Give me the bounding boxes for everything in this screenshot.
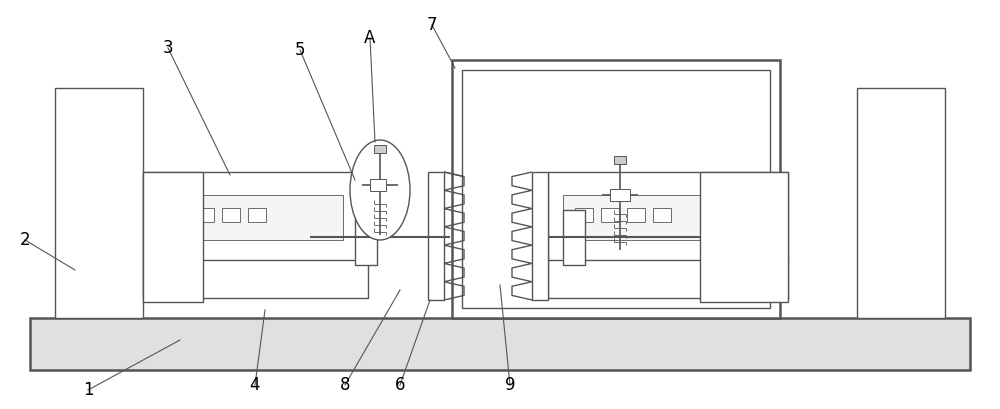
Bar — [563, 210, 585, 265]
Bar — [462, 70, 770, 308]
Bar — [532, 172, 548, 300]
Bar — [563, 195, 743, 240]
Bar — [548, 260, 788, 298]
Bar — [143, 172, 368, 262]
Text: 5: 5 — [295, 41, 305, 59]
Bar — [653, 208, 671, 222]
Bar — [428, 172, 444, 300]
Bar — [143, 260, 368, 298]
Bar — [170, 208, 188, 222]
Text: A: A — [364, 29, 376, 47]
Bar — [575, 208, 593, 222]
Text: 8: 8 — [340, 376, 350, 394]
Text: 6: 6 — [395, 376, 405, 394]
Text: 9: 9 — [505, 376, 515, 394]
Text: 7: 7 — [427, 16, 437, 34]
Bar — [222, 208, 240, 222]
Bar — [370, 179, 386, 191]
Ellipse shape — [350, 140, 410, 240]
Text: 4: 4 — [250, 376, 260, 394]
Bar — [700, 172, 788, 302]
Bar — [857, 88, 945, 318]
Bar — [614, 156, 626, 164]
Bar — [55, 88, 143, 318]
Bar — [452, 60, 780, 318]
Bar — [248, 208, 266, 222]
Bar — [196, 208, 214, 222]
Text: 2: 2 — [20, 231, 30, 249]
Bar — [610, 189, 630, 201]
Text: 1: 1 — [83, 381, 93, 399]
Text: 3: 3 — [163, 39, 173, 57]
Bar — [158, 195, 343, 240]
Bar — [30, 318, 970, 370]
Bar — [601, 208, 619, 222]
Bar — [355, 210, 377, 265]
Bar — [143, 172, 203, 302]
Bar — [374, 145, 386, 153]
Bar — [548, 172, 788, 262]
Bar — [627, 208, 645, 222]
